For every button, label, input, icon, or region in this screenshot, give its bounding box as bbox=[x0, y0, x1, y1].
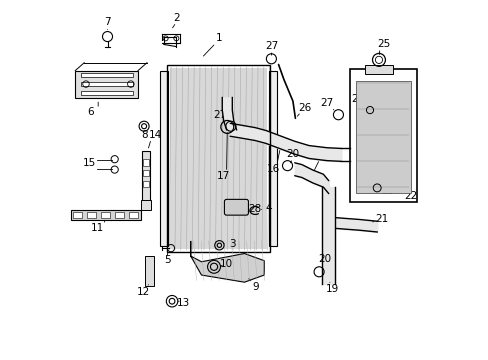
Text: 15: 15 bbox=[83, 158, 96, 168]
Bar bbox=[70, 210, 140, 220]
Bar bbox=[81, 91, 132, 95]
Bar bbox=[75, 71, 138, 98]
Text: 2: 2 bbox=[173, 13, 179, 23]
Bar bbox=[140, 200, 151, 211]
Bar bbox=[81, 82, 132, 86]
Text: 26: 26 bbox=[298, 103, 311, 113]
Bar bbox=[115, 212, 123, 219]
Text: 20: 20 bbox=[286, 149, 299, 159]
Text: 25: 25 bbox=[376, 40, 389, 49]
Text: 5: 5 bbox=[164, 255, 170, 265]
Text: 27: 27 bbox=[264, 41, 278, 50]
Text: 11: 11 bbox=[91, 224, 104, 233]
Text: 9: 9 bbox=[252, 282, 259, 292]
Text: 1: 1 bbox=[216, 33, 222, 43]
Text: 7: 7 bbox=[104, 17, 111, 27]
Text: 8: 8 bbox=[141, 130, 147, 140]
Text: 22: 22 bbox=[404, 191, 417, 201]
Text: 28: 28 bbox=[247, 204, 261, 214]
Text: 18: 18 bbox=[303, 171, 316, 181]
Text: 14: 14 bbox=[149, 130, 162, 140]
Bar bbox=[81, 73, 132, 77]
Text: 3: 3 bbox=[228, 239, 235, 249]
Text: 19: 19 bbox=[325, 284, 338, 294]
Bar bbox=[101, 212, 110, 219]
Text: 10: 10 bbox=[220, 259, 233, 269]
Bar bbox=[143, 159, 149, 166]
Bar bbox=[143, 181, 149, 187]
Bar bbox=[349, 69, 416, 202]
Text: 4: 4 bbox=[265, 203, 272, 213]
Bar bbox=[143, 170, 149, 176]
Bar bbox=[159, 71, 168, 246]
Bar bbox=[144, 256, 153, 286]
Bar bbox=[170, 68, 266, 249]
Bar bbox=[355, 81, 410, 193]
Text: 20: 20 bbox=[318, 254, 331, 264]
Bar bbox=[268, 71, 277, 246]
Text: 13: 13 bbox=[177, 298, 190, 308]
Text: 17: 17 bbox=[216, 171, 229, 181]
Bar bbox=[142, 151, 150, 202]
Bar bbox=[167, 65, 269, 252]
Text: 23: 23 bbox=[381, 186, 394, 197]
Bar bbox=[129, 212, 137, 219]
Text: 12: 12 bbox=[137, 287, 150, 297]
Text: 27: 27 bbox=[320, 98, 333, 108]
Text: 21: 21 bbox=[374, 215, 387, 224]
FancyBboxPatch shape bbox=[224, 199, 248, 215]
Bar bbox=[87, 212, 96, 219]
Text: 16: 16 bbox=[266, 164, 279, 174]
Text: 27: 27 bbox=[212, 110, 225, 120]
Polygon shape bbox=[190, 241, 264, 282]
Bar bbox=[364, 65, 392, 74]
Text: 24: 24 bbox=[350, 94, 364, 104]
Bar bbox=[73, 212, 82, 219]
Text: 6: 6 bbox=[87, 107, 94, 117]
